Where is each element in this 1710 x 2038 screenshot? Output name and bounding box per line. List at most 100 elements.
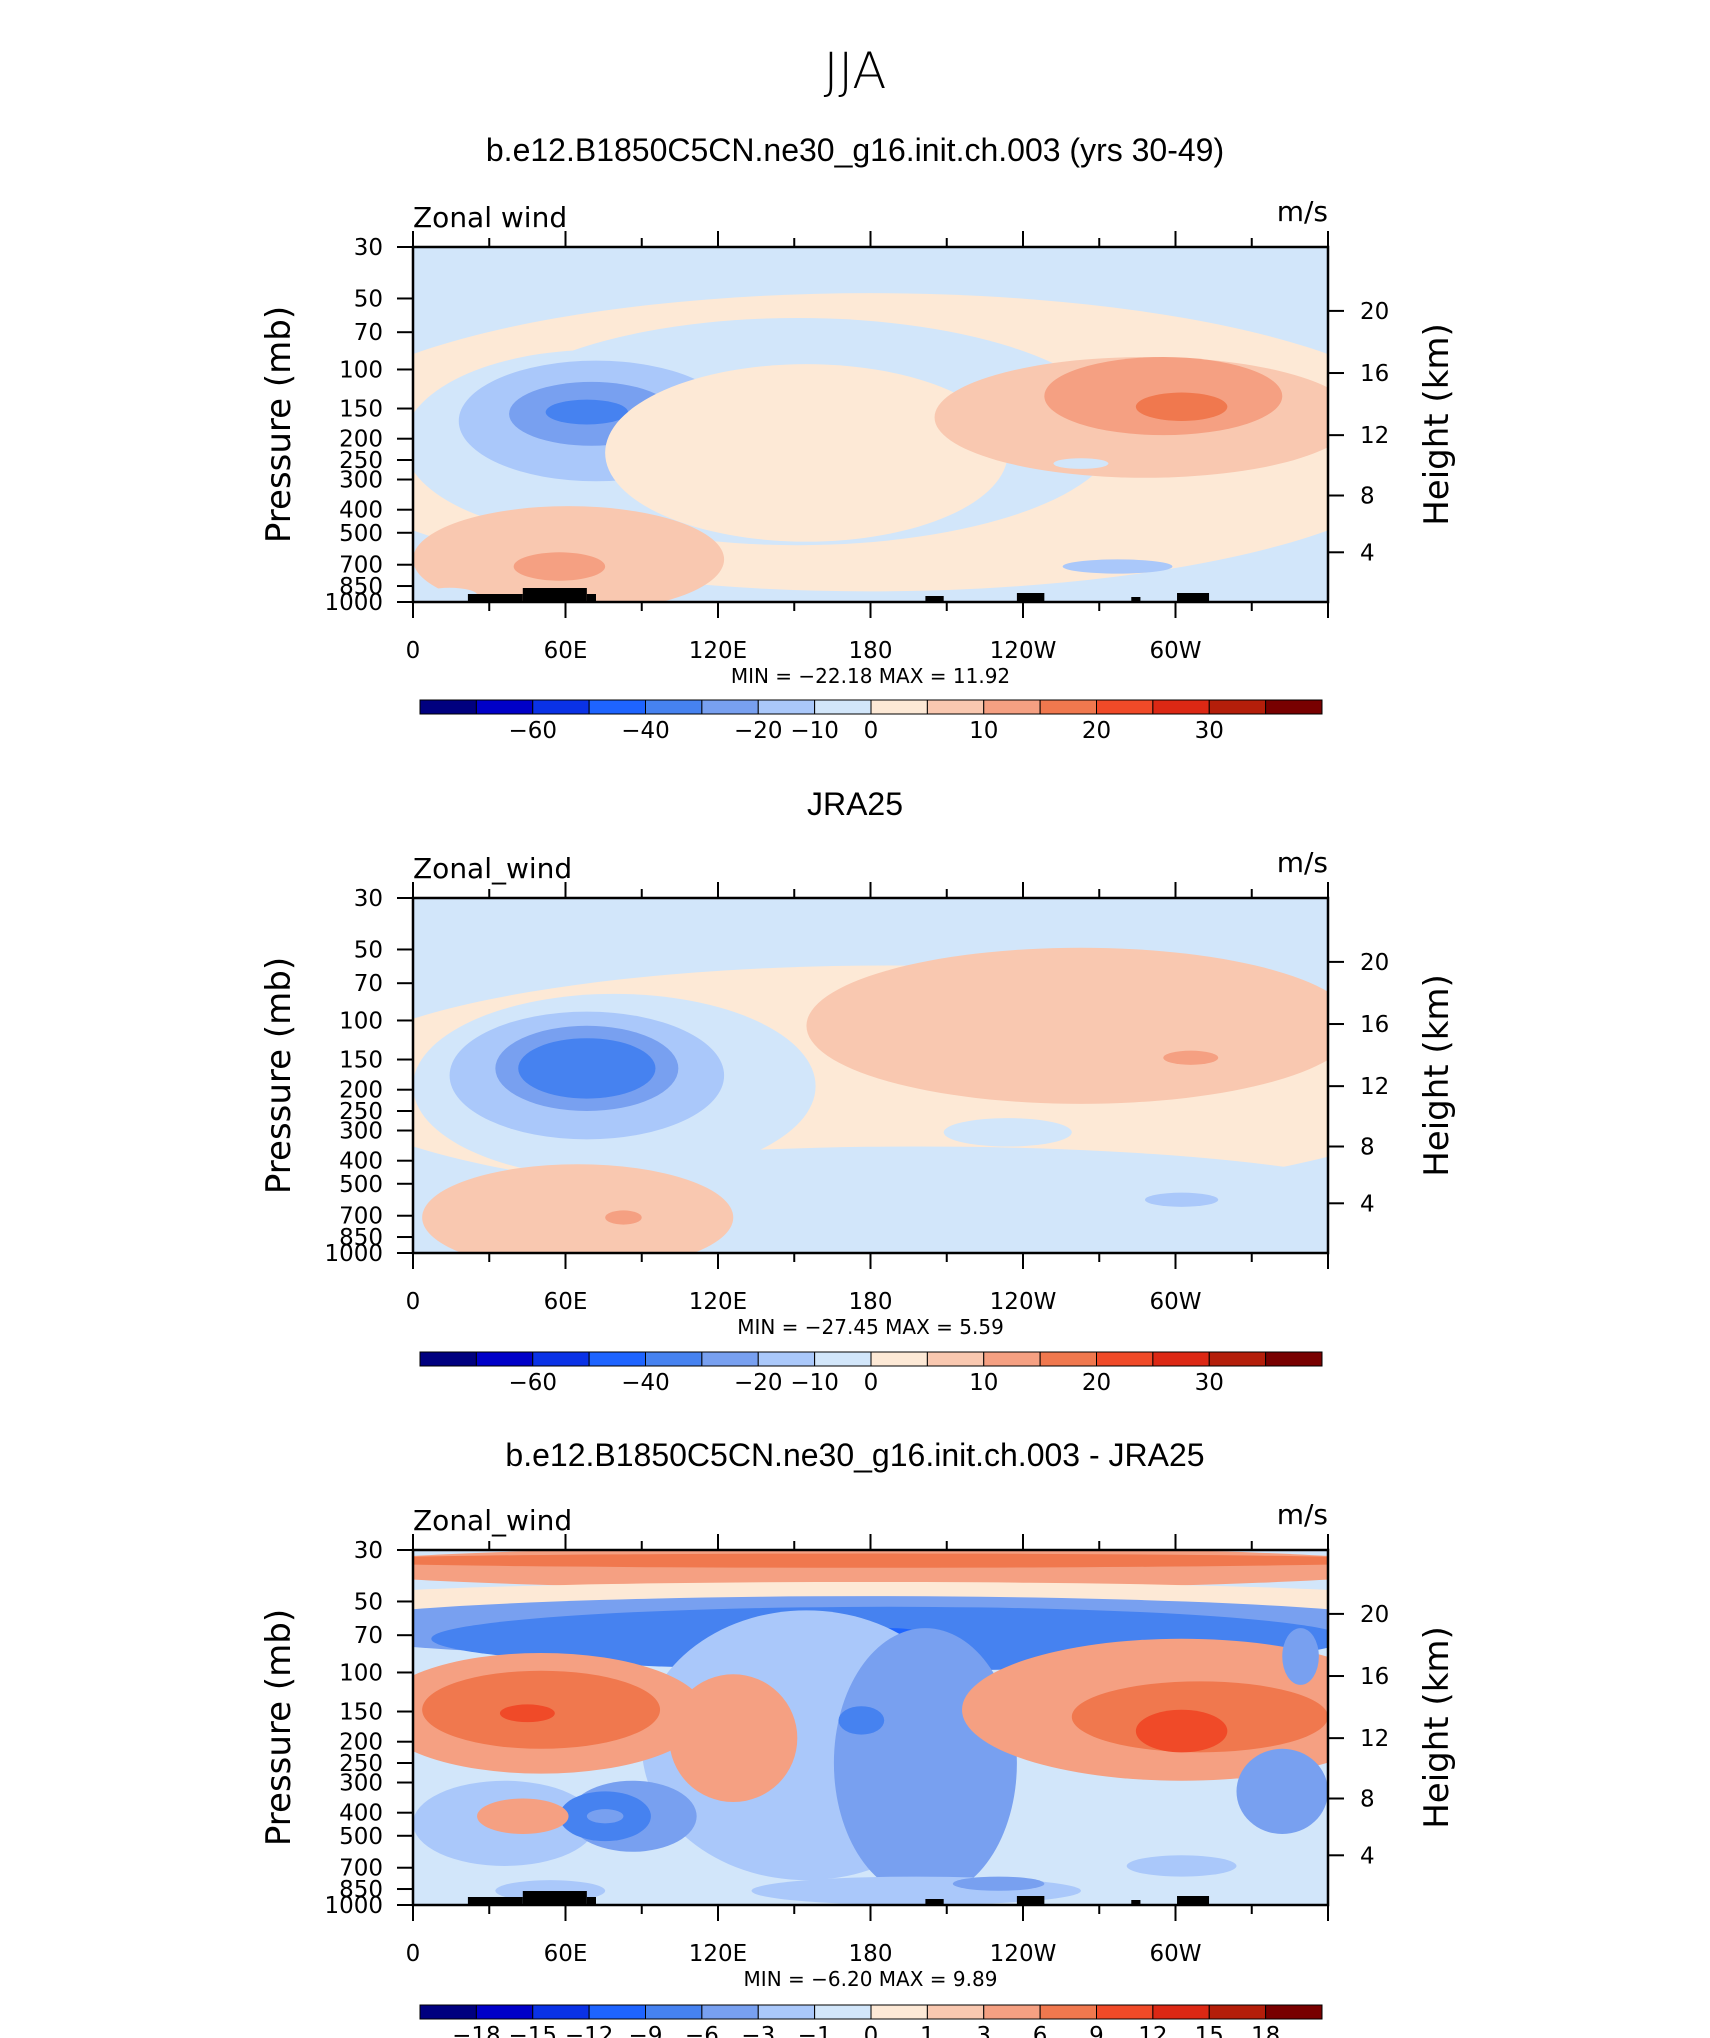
- variable-label: Zonal wind: [413, 201, 567, 234]
- colorbar-label: 3: [976, 2023, 991, 2038]
- colorbar-swatch: [1265, 1351, 1323, 1367]
- x-tick-label: 60E: [544, 1289, 588, 1315]
- contour-region: [513, 552, 606, 581]
- colorbar-label: 0: [864, 1370, 879, 1396]
- x-tick-label: 120E: [689, 1941, 747, 1967]
- contour-region: [605, 364, 1008, 542]
- colorbar-label: −9: [629, 2023, 663, 2038]
- contour-region: [586, 1809, 624, 1824]
- x-tick-label: 60W: [1149, 1289, 1201, 1315]
- y2-tick-label: 20: [1360, 299, 1389, 325]
- y2-tick-label: 16: [1360, 1664, 1389, 1690]
- y-tick-label: 200: [339, 427, 383, 453]
- contour-region: [669, 1674, 798, 1803]
- y-tick-label: 500: [339, 521, 383, 547]
- topography-mask: [1131, 597, 1141, 602]
- y-tick-label: 1000: [324, 1241, 383, 1267]
- colorbar-swatch: [1039, 1351, 1097, 1367]
- contour-region: [413, 926, 1328, 955]
- y-tick-label: 30: [354, 886, 383, 912]
- colorbar-label: 18: [1251, 2023, 1280, 2038]
- colorbar-swatch: [757, 1351, 816, 1367]
- y2-axis-label: Height (km): [1417, 974, 1457, 1177]
- colorbar-swatch: [475, 1351, 534, 1367]
- colorbar-swatch: [701, 699, 759, 715]
- y2-tick-label: 12: [1360, 423, 1389, 449]
- y-tick-label: 250: [339, 1099, 383, 1125]
- y2-tick-label: 20: [1360, 950, 1389, 976]
- colorbar-swatch: [1265, 699, 1323, 715]
- colorbar-swatch: [1208, 1351, 1267, 1367]
- x-tick-label: 120W: [990, 1289, 1057, 1315]
- colorbar-label: −20: [734, 1370, 783, 1396]
- contour-region: [1145, 1192, 1219, 1207]
- colorbar-swatch: [757, 2004, 816, 2020]
- colorbar-swatch: [588, 699, 646, 715]
- topography-mask: [467, 1897, 523, 1905]
- y2-axis-label: Height (km): [1417, 323, 1457, 526]
- contour-region: [422, 587, 478, 602]
- y-tick-label: 850: [339, 1877, 383, 1903]
- x-tick-label: 60E: [544, 1941, 588, 1967]
- colorbar-label: 12: [1138, 2023, 1167, 2038]
- colorbar-swatch: [926, 699, 985, 715]
- y2-tick-label: 4: [1360, 1191, 1375, 1217]
- colorbar-swatch: [870, 2004, 928, 2020]
- topography-mask: [467, 594, 523, 602]
- y-tick-label: 70: [354, 320, 383, 346]
- colorbar-swatch: [645, 2004, 703, 2020]
- units-label: m/s: [1277, 195, 1328, 228]
- topography-mask: [925, 1899, 944, 1905]
- contour-region: [1135, 392, 1228, 421]
- colorbar-swatch: [870, 699, 928, 715]
- colorbar-swatch: [983, 699, 1041, 715]
- y-tick-label: 300: [339, 468, 383, 494]
- colorbar-label: 30: [1195, 1370, 1224, 1396]
- colorbar-label: 20: [1082, 718, 1111, 744]
- colorbar-swatch: [983, 1351, 1041, 1367]
- y-tick-label: 700: [339, 553, 383, 579]
- panel-title-obs: JRA25: [806, 786, 904, 822]
- y-tick-label: 850: [339, 574, 383, 600]
- topography-mask: [1016, 1896, 1045, 1905]
- colorbar-label: −12: [565, 2023, 614, 2038]
- colorbar-swatch: [645, 1351, 703, 1367]
- colorbar-swatch: [588, 2004, 646, 2020]
- contour-region: [806, 947, 1328, 1104]
- colorbar-swatch: [1096, 699, 1154, 715]
- y2-tick-label: 16: [1360, 1012, 1389, 1038]
- colorbar-swatch: [814, 699, 872, 715]
- variable-label: Zonal_wind: [413, 852, 572, 885]
- panel-2: 0 60E 120E 180 120W 60W3050701001502002503004…: [259, 1498, 1457, 2038]
- x-tick-label: 180: [849, 1289, 893, 1315]
- colorbar-swatch: [532, 2004, 590, 2020]
- y-tick-label: 30: [354, 1538, 383, 1564]
- contour-region: [499, 1704, 555, 1723]
- contour-field: [413, 247, 1328, 602]
- y-tick-label: 50: [354, 1589, 383, 1615]
- colorbar-swatch: [701, 1351, 759, 1367]
- contour-field: [413, 1550, 1328, 1905]
- y-tick-label: 1000: [324, 590, 383, 616]
- colorbar-label: −60: [508, 1370, 557, 1396]
- colorbar-swatch: [1152, 1351, 1210, 1367]
- colorbar-label: 0: [864, 718, 879, 744]
- y-tick-label: 500: [339, 1824, 383, 1850]
- x-tick-label: 60W: [1149, 638, 1201, 664]
- colorbar-swatch: [419, 2004, 477, 2020]
- panel-1: 0 60E 120E 180 120W 60W3050701001502002503004…: [259, 846, 1457, 1396]
- x-tick-label: 60W: [1149, 1941, 1201, 1967]
- y-tick-label: 400: [339, 1149, 383, 1175]
- figure-title: JJA: [823, 42, 887, 100]
- colorbar-label: −60: [508, 718, 557, 744]
- colorbar-label: 15: [1195, 2023, 1224, 2038]
- topography-mask: [586, 594, 596, 602]
- y-tick-label: 700: [339, 1204, 383, 1230]
- contour-region: [943, 1118, 1072, 1147]
- contour-region: [1282, 1628, 1319, 1685]
- colorbar-swatch: [814, 1351, 872, 1367]
- y-tick-label: 250: [339, 448, 383, 474]
- contour-field: [413, 898, 1328, 1253]
- contour-region: [422, 1164, 734, 1253]
